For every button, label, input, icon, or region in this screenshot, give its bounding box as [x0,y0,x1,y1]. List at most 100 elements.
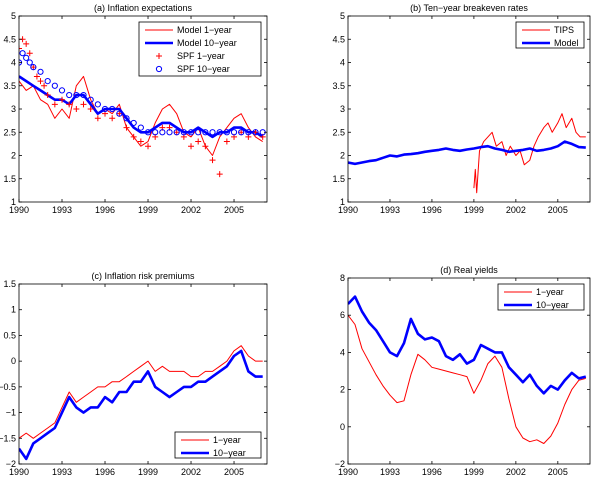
y-tick-label: 4.5 [3,34,16,44]
series-point-3-13 [94,101,101,108]
chart-title: (a) Inflation expectations [94,3,193,13]
x-tick-label: 1999 [138,205,158,215]
legend-swatch-3 [155,65,163,73]
series-point-2-13 [80,101,87,108]
y-tick-label: −1 [6,408,16,418]
y-tick-label: 0 [340,422,345,432]
y-tick-label: 1.5 [3,279,16,289]
x-tick-label: 1999 [138,467,158,477]
chart-panel-0: (a) Inflation expectations 1990 1993 1996 19… [3,3,268,215]
series-line-0 [348,314,586,444]
y-tick-label: 1 [11,305,16,315]
x-tick-label: 1996 [422,467,442,477]
series-point-2-33 [223,138,230,145]
legend: 1−year 10−year [174,431,262,459]
series-point-2-17 [109,115,116,122]
y-tick-label: 2 [11,151,16,161]
series-point-3-31 [223,129,230,136]
series-point-3-9 [66,91,73,99]
series-point-3-20 [144,129,152,136]
series-point-3-28 [202,129,209,136]
series-point-3-15 [109,105,116,113]
series-point-3-12 [87,96,94,103]
series-point-2-10 [59,96,66,103]
y-tick-label: 2 [340,151,345,161]
series-point-3-17 [123,115,130,122]
series-point-2-37 [252,129,259,136]
y-tick-label: −1.5 [0,433,16,443]
legend: Model 1−year Model 10−year SPF 1−year SPF 1… [138,21,262,77]
legend-label-0: TIPS [554,25,574,35]
x-tick-label: 2002 [181,205,201,215]
x-tick-label: 1996 [95,467,115,477]
series-line-1 [19,349,263,461]
legend-label-1: 10−year [536,300,569,310]
series-point-3-11 [80,91,87,99]
series-point-3-23 [166,129,173,136]
y-tick-label: 5 [11,11,16,21]
series-point-2-12 [73,106,80,112]
series-point-2-21 [137,138,144,145]
series-group [19,36,266,178]
series-point-3-16 [116,110,123,117]
legend-label-0: 1−year [536,287,564,297]
y-tick-label: −0.5 [0,382,16,392]
x-tick-label: 1993 [52,205,72,215]
x-tick-label: 1993 [380,205,400,215]
legend-label-0: 1−year [213,435,241,445]
series-line-0 [19,345,263,439]
x-tick-label: 1999 [464,467,484,477]
legend-label-2: SPF 1−year [177,51,225,61]
series-line-0 [473,113,586,194]
legend-label-0: Model 1−year [177,25,232,35]
series-point-3-6 [44,78,51,85]
x-tick-label: 1990 [338,205,358,215]
x-tick-label: 1990 [338,467,358,477]
series-point-2-26 [173,129,180,136]
series-point-2-2 [23,40,30,47]
y-tick-label: 1 [11,197,16,207]
series-point-3-34 [245,129,252,136]
series-point-3-2 [23,54,30,61]
chart-title: (b) Ten−year breakeven rates [410,3,528,13]
series-point-2-20 [130,133,137,140]
x-tick-label: 2005 [548,205,568,215]
y-tick-label: 4 [11,58,16,68]
y-tick-label: 3.5 [332,81,345,91]
x-tick-label: 1996 [422,205,442,215]
y-tick-label: 4.5 [332,34,345,44]
series-point-2-28 [188,143,195,150]
y-tick-label: 4 [340,58,345,68]
series-point-2-4 [30,64,37,71]
chart-panel-1: (b) Ten−year breakeven rates 1990 1993 1996… [332,3,591,215]
series-group [348,295,587,444]
series-point-2-3 [26,50,33,57]
x-tick-label: 1996 [95,205,115,215]
series-point-3-24 [173,129,180,136]
series-point-2-30 [202,143,209,150]
x-tick-label: 1990 [9,467,29,477]
y-tick-label: 1.5 [332,174,345,184]
series-point-2-9 [51,101,58,108]
series-point-2-5 [33,73,40,80]
x-tick-label: 2002 [506,205,526,215]
series-point-3-19 [137,124,144,131]
chart-title: (c) Inflation risk premiums [91,271,195,281]
legend: TIPS Model [515,21,585,49]
legend-label-3: SPF 10−year [177,64,230,74]
series-line-1 [348,295,587,395]
series-point-3-18 [130,119,137,127]
legend-box [138,21,262,77]
legend-swatch-2 [156,53,162,59]
y-tick-label: 6 [340,310,345,320]
chart-title: (d) Real yields [440,265,498,275]
y-tick-label: 2 [340,385,345,395]
series-point-3-30 [216,129,223,136]
series-point-3-1 [19,50,26,57]
legend-label-1: 10−year [213,448,246,458]
series-point-3-5 [37,68,44,75]
series-point-3-26 [187,129,195,136]
series-point-3-35 [252,129,259,136]
series-point-2-35 [238,129,245,136]
